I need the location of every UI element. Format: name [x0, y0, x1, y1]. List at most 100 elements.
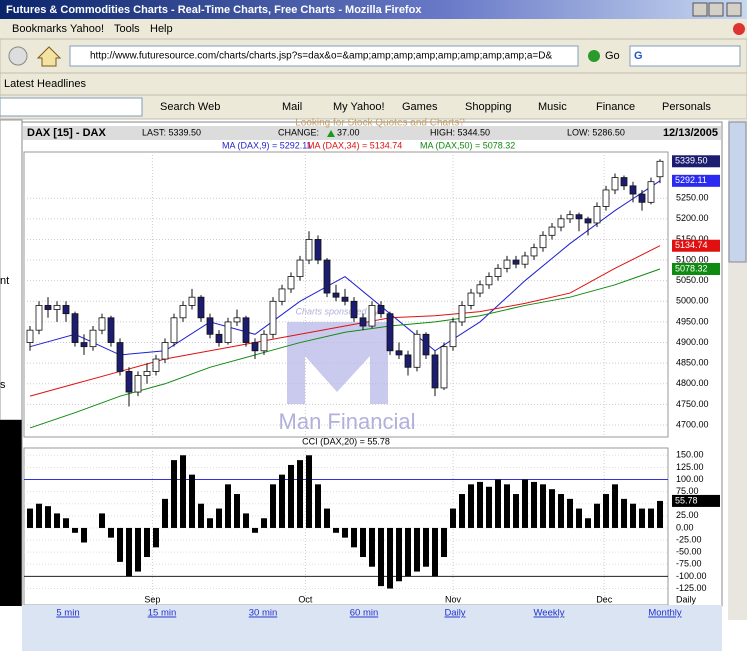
last-price-label: 5339.50: [675, 156, 708, 166]
cci-bar: [576, 508, 582, 528]
yahoo-toolbar-item[interactable]: My Yahoo!: [333, 101, 385, 113]
menu-item[interactable]: Bookmarks: [12, 23, 68, 35]
candle-body: [449, 321, 457, 348]
yahoo-toolbar-item[interactable]: Shopping: [465, 101, 512, 113]
ma-line: [29, 180, 661, 356]
y-tick-label: 5250.00: [676, 193, 709, 203]
cci-bar: [108, 527, 114, 538]
ma-value-box: [672, 174, 720, 187]
maximize-button[interactable]: [708, 2, 724, 17]
stop-icon[interactable]: [733, 23, 745, 35]
period-link[interactable]: 60 min: [350, 608, 379, 619]
home-button[interactable]: [36, 46, 62, 67]
yahoo-search-field[interactable]: [0, 97, 143, 117]
candle-body: [539, 234, 547, 249]
candle-body: [53, 305, 61, 310]
close-button[interactable]: [726, 2, 742, 17]
period-bar: [22, 605, 722, 651]
yahoo-toolbar-item[interactable]: Search Web: [160, 101, 220, 113]
yahoo-toolbar-item[interactable]: Finance: [596, 101, 635, 113]
candle-body: [566, 214, 574, 220]
ma-value-box: [672, 263, 720, 276]
candle-body: [575, 214, 583, 220]
candle-body: [296, 259, 304, 277]
headlines-label[interactable]: Latest Headlines: [4, 78, 86, 90]
yahoo-toolbar-item[interactable]: Music: [538, 101, 567, 113]
candle-body: [386, 313, 394, 352]
cci-bar: [513, 494, 519, 528]
candle-body: [161, 342, 169, 360]
period-link[interactable]: Daily: [444, 608, 465, 619]
cci-value-box: [672, 494, 720, 507]
search-field[interactable]: [629, 45, 741, 67]
period-link[interactable]: 30 min: [249, 608, 278, 619]
y-tick-label: 5100.00: [676, 254, 709, 264]
price-panel: [23, 151, 669, 438]
candle-body: [26, 329, 34, 343]
period-link[interactable]: 5 min: [56, 608, 79, 619]
menu-item[interactable]: Tools: [114, 23, 140, 35]
candle-body: [512, 259, 520, 265]
y-tick-label: 5050.00: [676, 275, 709, 285]
candle-body: [485, 276, 493, 286]
minimize-button[interactable]: [692, 2, 708, 17]
go-icon[interactable]: [588, 50, 600, 62]
ma-value-label: 5292.11: [675, 175, 707, 185]
period-link[interactable]: Weekly: [534, 608, 565, 619]
cci-bar: [171, 460, 177, 528]
cci-tick-label: 150.00: [676, 450, 704, 460]
cci-bar: [369, 527, 375, 567]
cci-bar: [603, 494, 609, 528]
watermark-brand: Man Financial: [279, 409, 416, 434]
cci-bar: [234, 494, 240, 528]
period-link[interactable]: Monthly: [648, 608, 682, 619]
menu-item[interactable]: Help: [150, 23, 173, 35]
stop-button[interactable]: [8, 46, 28, 66]
cci-bar: [63, 518, 69, 528]
ma-line: [29, 245, 661, 397]
cci-bar: [162, 498, 168, 528]
go-label[interactable]: Go: [605, 50, 620, 62]
cci-bar: [450, 508, 456, 528]
cci-bar: [360, 527, 366, 558]
url-field[interactable]: [69, 45, 579, 67]
yahoo-toolbar-item[interactable]: Personals: [662, 101, 711, 113]
yahoo-toolbar-item[interactable]: Mail: [282, 101, 302, 113]
candle-body: [71, 313, 79, 343]
cci-tick-label: 125.00: [676, 462, 704, 472]
yahoo-toolbar-item[interactable]: Games: [402, 101, 438, 113]
cci-bar: [216, 508, 222, 528]
scroll-thumb[interactable]: [728, 121, 747, 263]
cci-bar: [639, 508, 645, 528]
cci-bar: [99, 513, 105, 528]
x-tick-label: Oct: [298, 594, 313, 604]
candle-body: [494, 267, 502, 277]
candle-body: [458, 305, 466, 323]
candle-body: [197, 296, 205, 319]
cci-bar: [621, 498, 627, 528]
candle-body: [215, 333, 223, 343]
cci-bar: [594, 503, 600, 528]
sidebar-text: s: [0, 379, 6, 391]
candle-body: [368, 305, 376, 327]
sidebar: [0, 119, 23, 421]
candle-body: [548, 226, 556, 236]
cci-bar: [630, 503, 636, 528]
period-link[interactable]: 15 min: [148, 608, 177, 619]
promo: Looking for Stock Quotes and Charts?: [295, 118, 465, 129]
cci-bar: [117, 527, 123, 562]
sidebar-text: nt: [0, 275, 9, 287]
candle-body: [557, 218, 565, 228]
menu-item[interactable]: Yahoo!: [70, 23, 104, 35]
y-tick-label: 4850.00: [676, 358, 709, 368]
sidebar-dark: [0, 420, 22, 606]
candle-body: [233, 317, 241, 323]
menu-bar: [0, 19, 747, 39]
candle-body: [251, 342, 259, 352]
candle-body: [116, 342, 124, 372]
y-tick-label: 4700.00: [676, 419, 709, 429]
cci-bar: [495, 479, 501, 528]
cci-bar: [36, 503, 42, 528]
candle-body: [431, 354, 439, 389]
candle-body: [521, 255, 529, 265]
